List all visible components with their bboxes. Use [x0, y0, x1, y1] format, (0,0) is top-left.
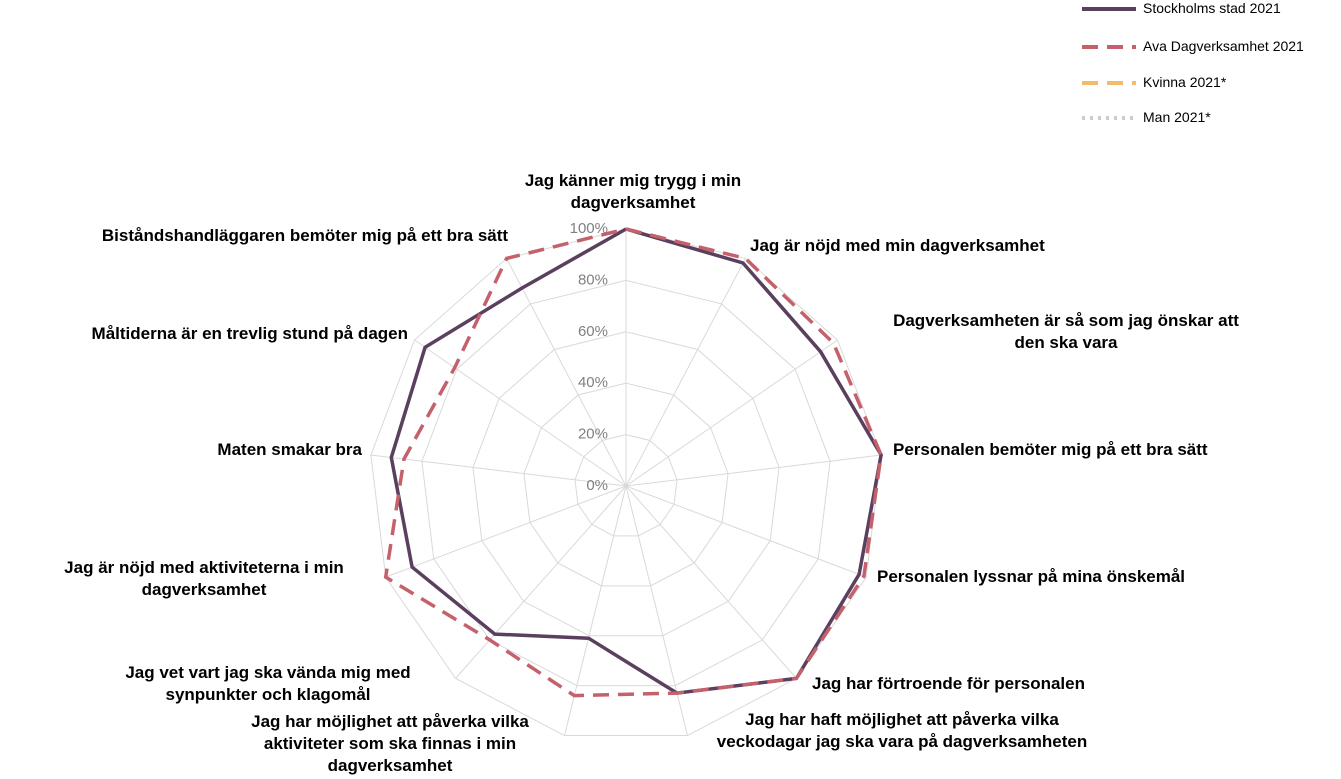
spoke [414, 339, 627, 487]
spoke [506, 258, 627, 487]
r-tick-label: 80% [578, 271, 608, 288]
grid-ring [421, 279, 831, 687]
spoke [564, 485, 627, 736]
axis-label: Biståndshandläggaren bemöter mig på ett … [101, 226, 509, 245]
r-tick-label: 40% [578, 374, 608, 391]
axis-label: Jag har haft möjlighet att påverka vilka… [716, 710, 1088, 751]
r-tick-label: 100% [570, 220, 608, 237]
axis-label: Jag vet vart jag ska vända mig med synpu… [125, 663, 411, 704]
axis-label: Jag har möjlighet att påverka vilka akti… [251, 712, 529, 775]
spoke [625, 485, 688, 736]
legend-label: Stockholms stad 2021 [1143, 0, 1281, 16]
series-line [383, 227, 883, 698]
grid-ring [523, 382, 729, 587]
axis-label: Jag är nöjd med min dagverksamhet [750, 236, 1045, 255]
legend-label: Ava Dagverksamhet 2021 [1143, 38, 1304, 54]
r-tick-label: 0% [586, 477, 608, 494]
axis-label: Jag har förtroende för personalen [812, 674, 1085, 693]
spoke [625, 258, 746, 487]
spoke [625, 339, 838, 487]
legend-label: Kvinna 2021* [1143, 74, 1227, 90]
axis-label: Dagverksamheten är så som jag önskar att… [893, 311, 1239, 352]
spoke [625, 485, 867, 578]
axis-label: Personalen lyssnar på mina önskemål [877, 567, 1186, 586]
axis-label: Måltiderna är en trevlig stund på dagen [91, 324, 408, 343]
axis-label: Jag är nöjd med aktiviteterna i min dagv… [64, 558, 344, 599]
grid-ring [574, 434, 678, 537]
spoke [385, 485, 627, 578]
spoke [370, 454, 627, 487]
axis-label: Personalen bemöter mig på ett bra sätt [893, 440, 1208, 459]
series-line [389, 227, 883, 695]
spoke [625, 485, 797, 679]
axis-label: Maten smakar bra [217, 440, 362, 459]
grid-ring [370, 228, 882, 737]
spoke [625, 454, 882, 487]
legend-label: Man 2021* [1143, 109, 1211, 125]
axis-label: Jag känner mig trygg i min dagverksamhet [524, 171, 742, 212]
grid-ring [472, 331, 780, 637]
r-tick-label: 60% [578, 323, 608, 340]
r-tick-label: 20% [578, 426, 608, 443]
spoke [455, 485, 627, 679]
